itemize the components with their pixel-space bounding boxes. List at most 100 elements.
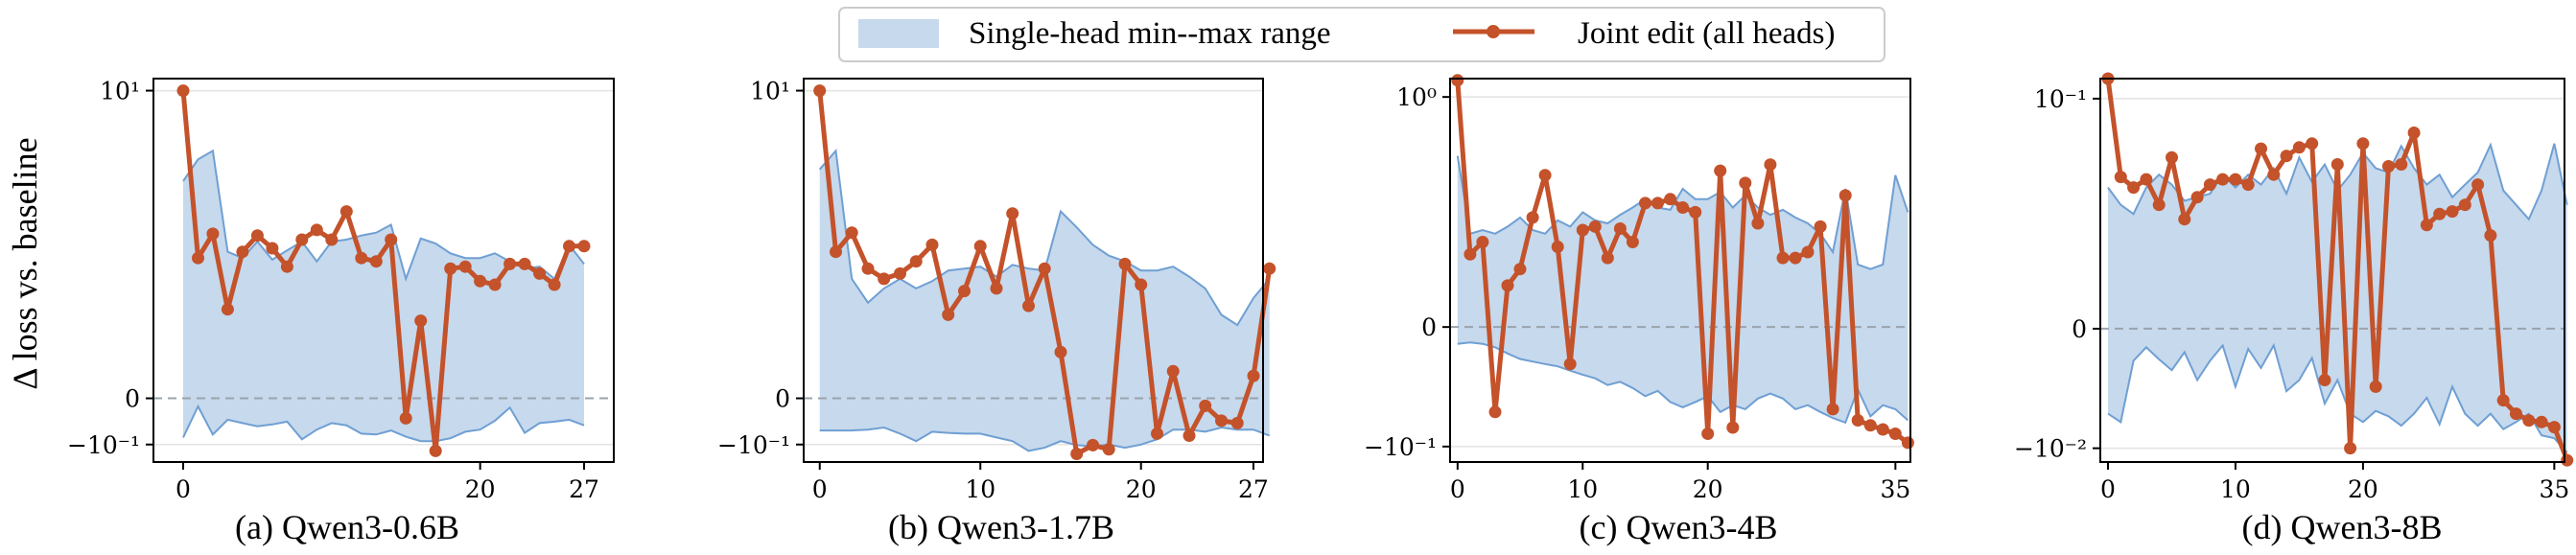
joint-point xyxy=(2420,219,2433,232)
x-tick-label: 0 xyxy=(1450,475,1465,503)
joint-point xyxy=(1814,220,1827,233)
plot-area xyxy=(153,84,614,457)
joint-point xyxy=(1701,428,1715,440)
joint-point xyxy=(1651,197,1664,210)
joint-point xyxy=(2216,173,2230,186)
joint-series xyxy=(2101,72,2574,467)
joint-point xyxy=(1863,419,1877,432)
x-tick-label: 27 xyxy=(1238,475,1269,503)
joint-point xyxy=(1070,448,1084,460)
joint-point xyxy=(2292,141,2306,154)
joint-point xyxy=(176,84,190,98)
joint-point xyxy=(548,278,561,291)
joint-point xyxy=(2318,374,2331,386)
panel-a: (a) Qwen3-0.6B 10¹ 0 −10⁻¹ 0 20 27 xyxy=(67,78,615,546)
joint-series xyxy=(813,84,1276,460)
y-tick-label: −10⁻¹ xyxy=(1364,433,1437,461)
x-tick-label: 10 xyxy=(2220,475,2251,503)
joint-point xyxy=(1183,429,1196,442)
joint-point xyxy=(2433,207,2447,220)
joint-point xyxy=(2178,213,2191,226)
panel-b: (b) Qwen3-1.7B 10¹ 0 −10⁻¹ 0 10 20 27 xyxy=(717,78,1276,546)
joint-point xyxy=(206,227,220,241)
joint-point xyxy=(1888,428,1902,440)
joint-point xyxy=(1901,436,1914,450)
joint-point xyxy=(266,242,279,255)
joint-point xyxy=(942,308,955,321)
joint-point xyxy=(1054,345,1067,358)
joint-point xyxy=(1751,217,1765,230)
joint-point xyxy=(1664,193,1677,206)
joint-point xyxy=(1714,164,1727,177)
joint-point xyxy=(295,233,309,246)
joint-point xyxy=(925,238,939,251)
joint-point xyxy=(503,257,517,270)
joint-point xyxy=(2280,150,2293,163)
joint-point xyxy=(1526,211,1539,224)
range-min-line xyxy=(2107,342,2568,453)
joint-point xyxy=(1764,158,1777,172)
joint-point xyxy=(458,260,472,273)
range-min-line xyxy=(1457,341,1909,425)
joint-point xyxy=(1689,205,1702,219)
joint-point xyxy=(1551,241,1564,253)
joint-point xyxy=(1166,364,1180,378)
joint-point xyxy=(2114,171,2127,184)
range-band xyxy=(819,150,1270,451)
plot-area xyxy=(804,84,1276,460)
joint-point xyxy=(1789,251,1802,265)
joint-point xyxy=(1102,443,1115,456)
joint-point xyxy=(2446,205,2459,219)
joint-point xyxy=(533,266,547,280)
joint-point xyxy=(1851,414,1864,427)
x-tick-label: 20 xyxy=(1126,475,1157,503)
joint-point xyxy=(1639,197,1651,210)
panel-caption: (a) Qwen3-0.6B xyxy=(235,508,459,546)
legend-frame xyxy=(838,7,1885,62)
joint-point xyxy=(990,282,1003,295)
joint-point xyxy=(1476,236,1489,248)
legend: Single-head min--max range Joint edit (a… xyxy=(838,7,1885,62)
joint-point xyxy=(2140,173,2153,186)
joint-point xyxy=(2255,142,2267,155)
y-tick-label: −10⁻¹ xyxy=(67,431,140,459)
joint-point xyxy=(1151,427,1163,440)
y-axis-label: Δ loss vs. baseline xyxy=(6,137,44,389)
joint-point xyxy=(1776,251,1790,265)
joint-series xyxy=(176,84,591,457)
joint-line xyxy=(180,90,584,453)
joint-point xyxy=(1538,169,1552,182)
joint-point xyxy=(518,257,531,270)
legend-joint-swatch-marker xyxy=(1487,25,1500,38)
x-tick-label: 27 xyxy=(569,475,599,503)
joint-point xyxy=(1739,176,1752,190)
plot-area xyxy=(1450,74,1914,450)
joint-point xyxy=(1199,399,1212,412)
panel-c: (c) Qwen3-4B 10⁰ 0 −10⁻¹ 0 10 20 35 xyxy=(1364,74,1914,546)
joint-point xyxy=(1838,189,1852,202)
y-tick-label: 10¹ xyxy=(750,78,790,105)
y-tick-label: 10⁻¹ xyxy=(2034,85,2087,113)
joint-point xyxy=(845,226,858,240)
x-tick-label: 0 xyxy=(2100,475,2116,503)
joint-point xyxy=(414,314,428,328)
joint-point xyxy=(474,274,487,288)
x-tick-label: 10 xyxy=(1567,475,1598,503)
joint-point xyxy=(325,233,339,246)
joint-point xyxy=(355,251,368,265)
joint-point xyxy=(429,444,442,457)
axes-frame xyxy=(803,78,1264,463)
joint-point xyxy=(1826,403,1839,416)
joint-point xyxy=(2190,191,2204,204)
joint-point xyxy=(192,251,204,265)
joint-point xyxy=(861,262,875,275)
joint-point xyxy=(1022,299,1035,312)
joint-point xyxy=(399,411,412,425)
joint-point xyxy=(1601,251,1614,265)
joint-point xyxy=(280,260,293,273)
y-tick-label: 0 xyxy=(2072,315,2087,343)
x-tick-label: 0 xyxy=(812,475,828,503)
joint-point xyxy=(340,205,353,219)
joint-point xyxy=(2382,160,2395,173)
y-tick-label: 0 xyxy=(1421,313,1437,341)
